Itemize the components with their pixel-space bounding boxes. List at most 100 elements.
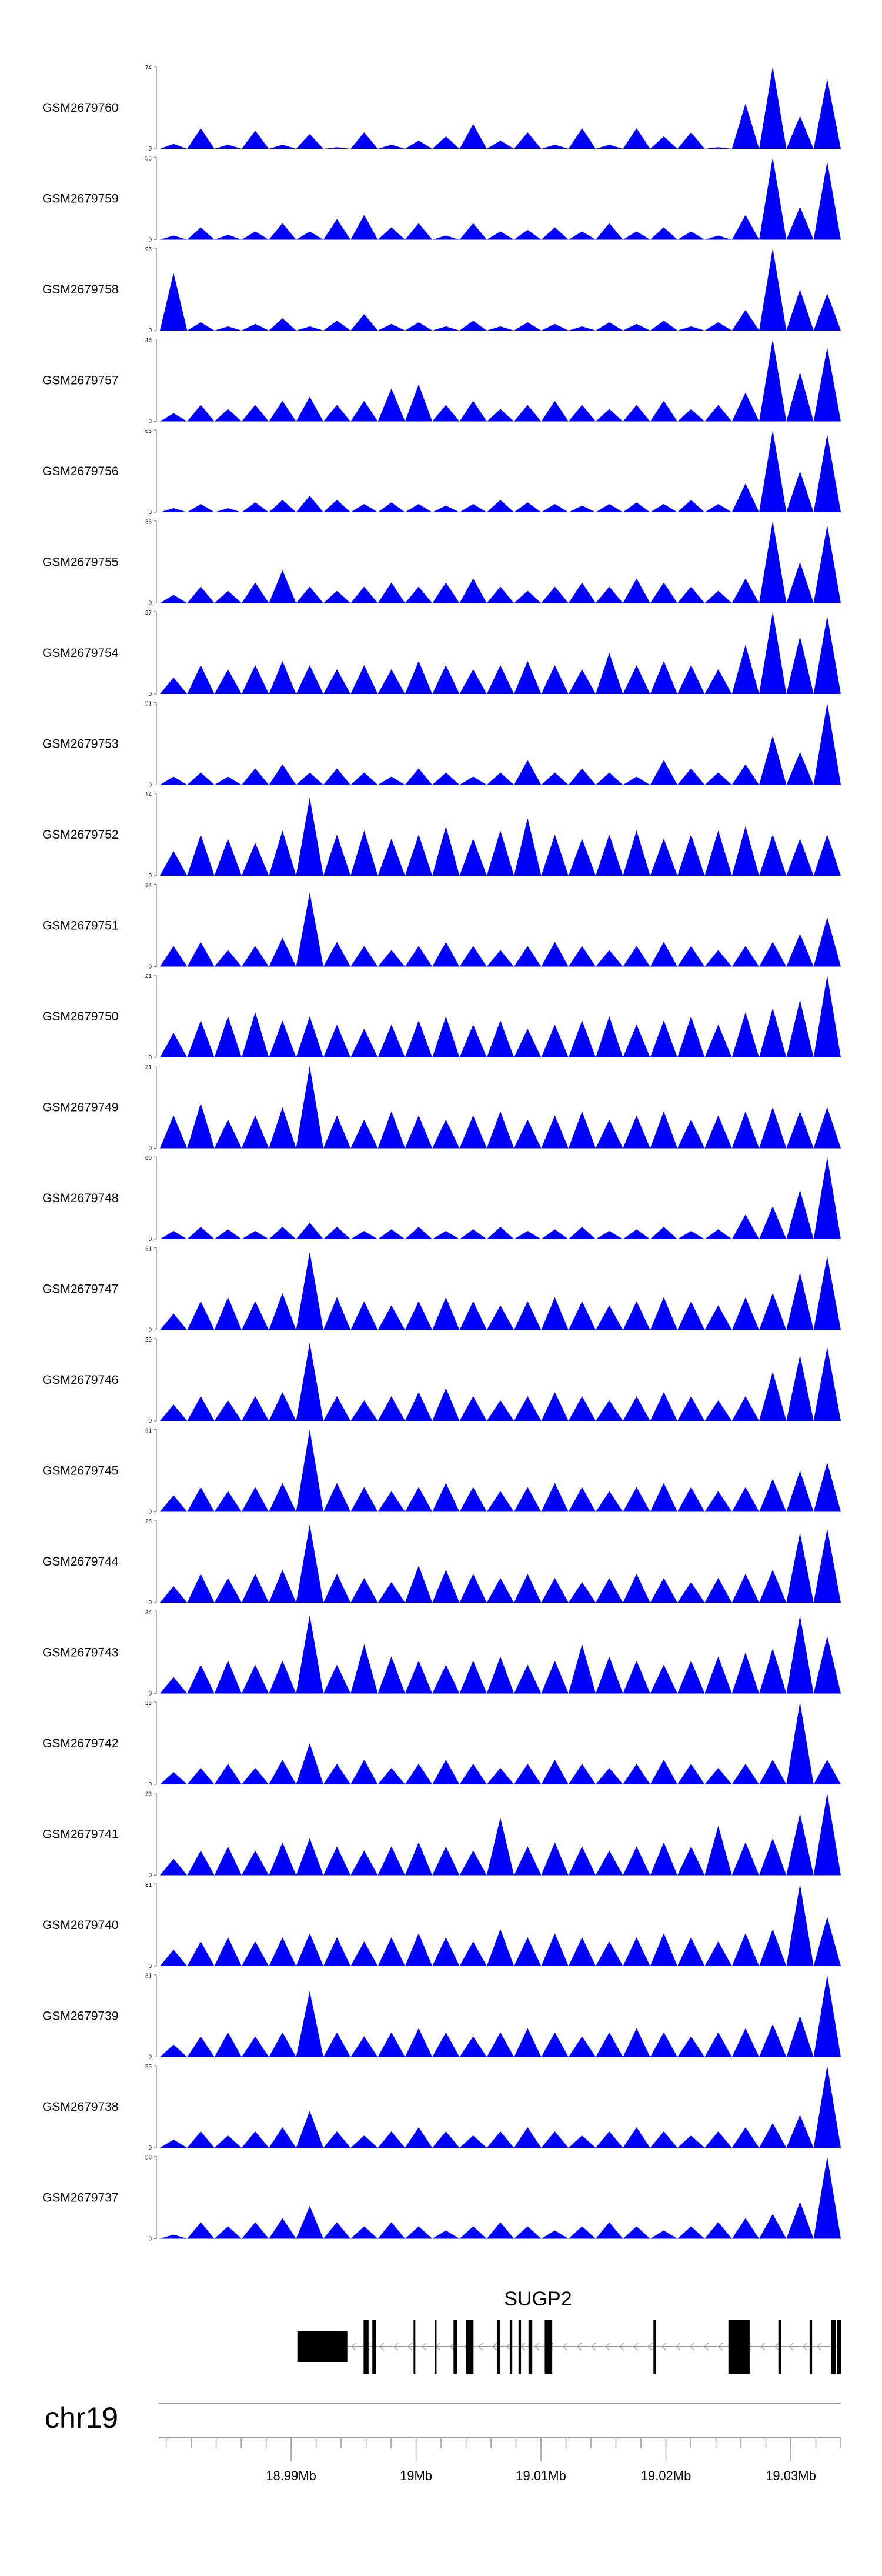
coverage-peak (214, 235, 242, 240)
track-label: GSM2679756 (42, 465, 119, 478)
coverage-peak (241, 768, 269, 785)
coverage-peak (160, 1586, 188, 1603)
coverage-peak (786, 1272, 814, 1330)
coverage-peak (486, 141, 514, 149)
track-label: GSM2679748 (42, 1192, 119, 1205)
coverage-peak (323, 1574, 351, 1603)
coverage-peak (541, 665, 569, 694)
coverage-peak (813, 1793, 841, 1876)
track-ymax-label: 55 (145, 156, 152, 162)
coverage-peak (405, 2226, 433, 2239)
coverage-peak (759, 248, 787, 331)
coverage-peak (677, 231, 705, 240)
track-ymin-label: 0 (148, 873, 152, 879)
coverage-peak (323, 768, 351, 785)
coverage-peak (377, 323, 405, 331)
coverage-peak (486, 1929, 514, 1966)
strand-chevron (393, 2343, 399, 2351)
coverage-peak (187, 227, 215, 240)
coverage-peak (269, 1227, 296, 1239)
coverage-peak (623, 1229, 650, 1239)
coverage-peak (459, 504, 487, 512)
coverage-peak (377, 839, 405, 876)
track-ymin-label: 0 (148, 600, 152, 607)
coverage-peak (350, 830, 378, 876)
coverage-peak (650, 136, 678, 149)
coverage-peak (786, 752, 814, 785)
coverage-peak (459, 2135, 487, 2148)
coverage-peak (759, 612, 787, 694)
coverage-peak (241, 2036, 269, 2057)
coverage-peak (323, 2222, 351, 2239)
coverage-peak (568, 946, 596, 967)
strand-chevron (774, 2343, 780, 2351)
track-GSM2679754: GSM2679754 27 0 (42, 610, 841, 698)
coverage-peak (296, 1252, 323, 1330)
coverage-peak (214, 1937, 242, 1966)
strand-chevron (703, 2343, 709, 2351)
coverage-peak (160, 1231, 188, 1239)
coverage-peak (350, 772, 378, 785)
coverage-peak (786, 372, 814, 422)
coverage-peak (405, 504, 433, 512)
gene-exon (809, 2320, 813, 2374)
coverage-peak (432, 826, 460, 876)
track-ymax-label: 31 (145, 1882, 152, 1888)
coverage-peak (405, 1566, 433, 1603)
coverage-peak (486, 665, 514, 694)
coverage-peak (650, 1842, 678, 1876)
coverage-peak (623, 1396, 650, 1421)
coverage-peak (541, 835, 569, 876)
coverage-peak (350, 504, 378, 512)
coverage-peak (759, 520, 787, 603)
coverage-peak (241, 665, 269, 694)
coverage-peak (704, 2032, 732, 2057)
track-ymax-label: 31 (145, 1973, 152, 1980)
coverage-peak (405, 223, 433, 240)
gene-exon (837, 2320, 841, 2374)
coverage-peak (677, 326, 705, 331)
coverage-peak (731, 645, 760, 694)
coverage-peak (623, 2028, 650, 2057)
coverage-peak (432, 665, 460, 694)
strand-chevron (689, 2343, 695, 2351)
coverage-peak (731, 1396, 760, 1421)
coverage-peak (568, 1020, 596, 1057)
coverage-peak (377, 1768, 405, 1784)
coverage-peak (759, 1008, 787, 1057)
track-GSM2679750: GSM2679750 21 0 (42, 973, 841, 1061)
coverage-peak (514, 502, 542, 512)
coverage-peak (350, 1119, 378, 1149)
coverage-peak (486, 1111, 514, 1149)
coverage-peak (350, 1644, 378, 1694)
coverage-peak (731, 310, 760, 331)
coverage-peak (241, 131, 269, 149)
coverage-peak (269, 1107, 296, 1149)
coverage-peak (759, 66, 787, 149)
track-ymin-label: 0 (148, 691, 152, 698)
coverage-peak (214, 1578, 242, 1603)
track-label: GSM2679747 (42, 1283, 119, 1296)
coverage-peak (160, 2234, 188, 2239)
track-ymin-label: 0 (148, 1963, 152, 1970)
coverage-peak (677, 1660, 705, 1694)
coverage-peak (214, 2135, 242, 2148)
coverage-peak (377, 145, 405, 149)
coverage-peak (596, 835, 623, 876)
coverage-peak (459, 1025, 487, 1057)
track-ymin-label: 0 (148, 964, 152, 970)
coverage-peak (160, 1677, 188, 1694)
coverage-peak (813, 79, 841, 149)
track-label: GSM2679745 (42, 1464, 119, 1478)
track-GSM2679757: GSM2679757 46 0 (42, 338, 841, 425)
coverage-peak (813, 1157, 841, 1239)
coverage-peak (160, 678, 188, 694)
coverage-peak (813, 1974, 841, 2057)
track-label: GSM2679751 (42, 919, 119, 933)
coverage-peak (677, 768, 705, 785)
coverage-peak (677, 946, 705, 967)
coverage-peak (459, 1115, 487, 1149)
strand-chevron (449, 2343, 455, 2351)
track-GSM2679756: GSM2679756 65 0 (42, 428, 841, 516)
track-GSM2679751: GSM2679751 34 0 (42, 883, 841, 970)
